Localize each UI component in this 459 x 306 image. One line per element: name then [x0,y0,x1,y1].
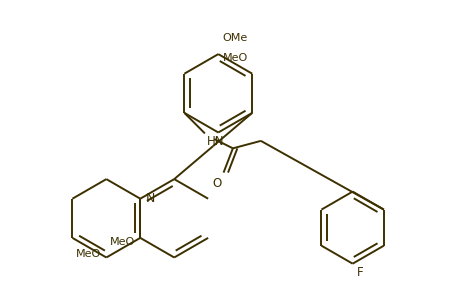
Text: MeO: MeO [76,249,101,259]
Text: O: O [213,177,222,190]
Text: OMe: OMe [222,33,247,43]
Text: F: F [356,266,363,278]
Text: MeO: MeO [109,237,134,247]
Text: HN: HN [207,135,224,148]
Text: MeO: MeO [223,53,248,62]
Text: N: N [146,192,155,205]
